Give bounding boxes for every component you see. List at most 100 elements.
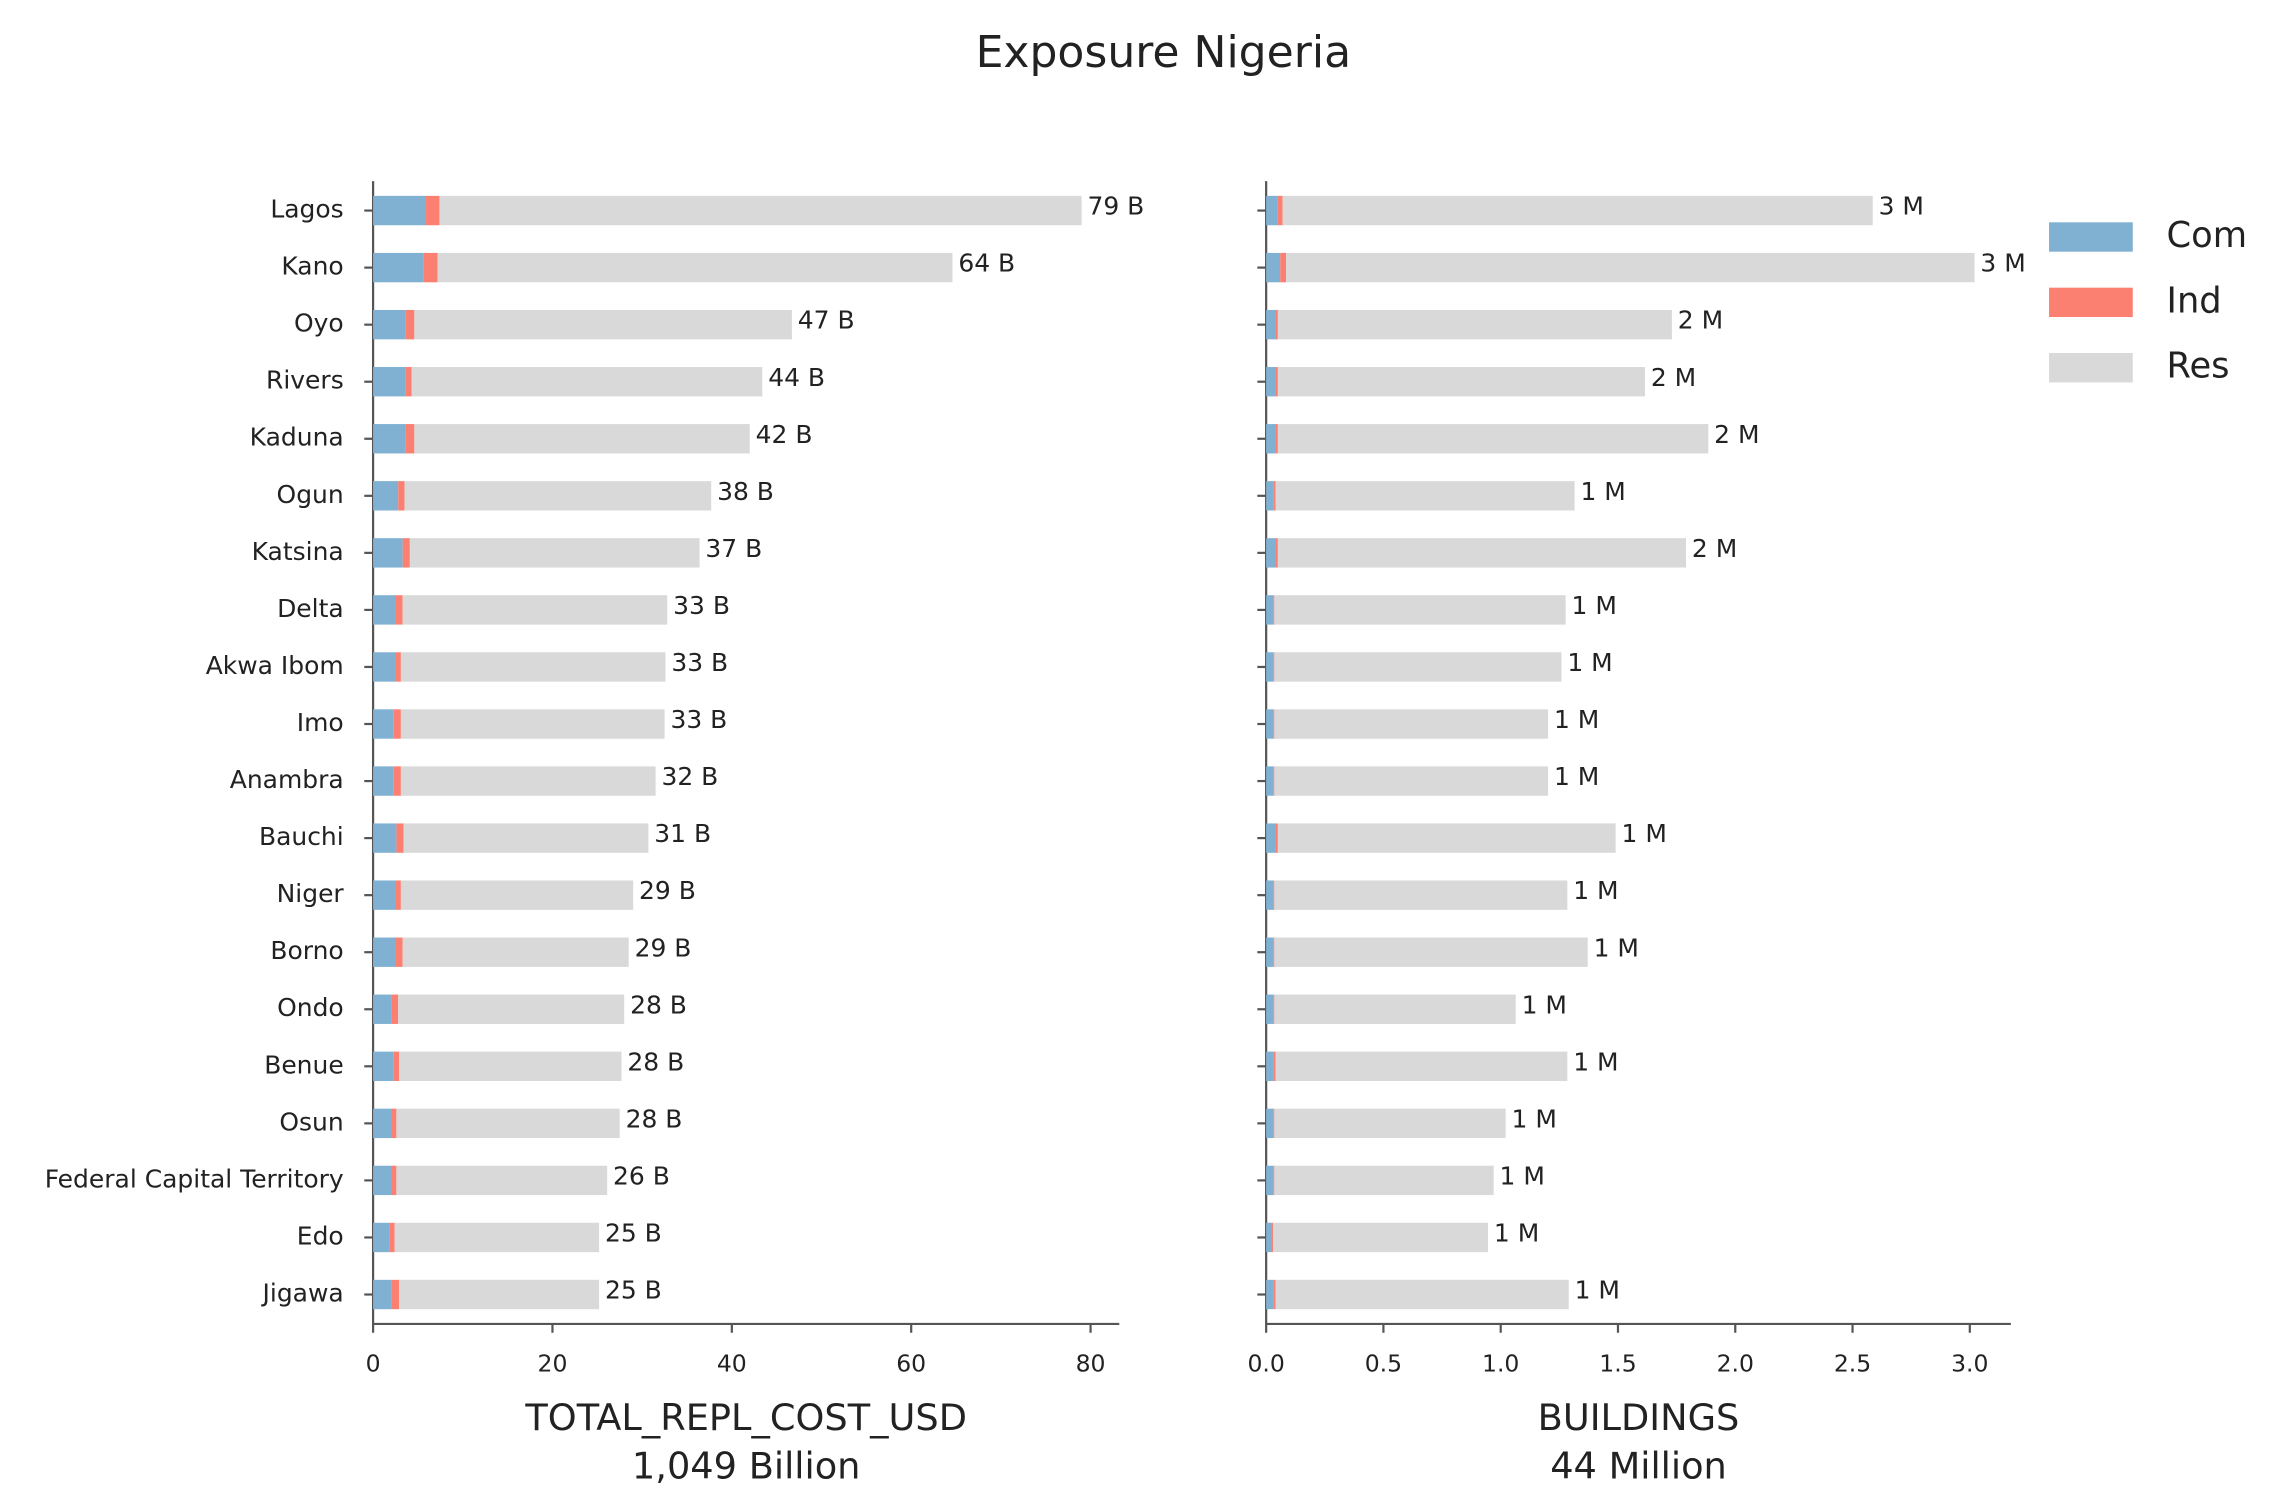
bar-segment: [391, 994, 399, 1024]
bar-segment: [1274, 937, 1588, 967]
bar-segment: [439, 195, 1082, 226]
bar-segment: [1275, 481, 1575, 511]
value-label: 2 M: [1651, 363, 1696, 392]
bar-segment: [1275, 309, 1278, 340]
value-label: 1 M: [1522, 990, 1567, 1019]
bar-segment: [391, 1165, 397, 1196]
value-label: 28 B: [627, 1047, 684, 1076]
value-label: 28 B: [626, 1104, 683, 1133]
bar-segment: [373, 1279, 392, 1310]
bar-segment: [1266, 481, 1274, 511]
bar-segment: [396, 1165, 608, 1196]
bar-segment: [400, 880, 634, 910]
bar-segment: [1273, 1279, 1276, 1310]
bar-segment: [395, 937, 403, 967]
x-tick-label: 20: [538, 1350, 568, 1378]
value-label: 79 B: [1087, 192, 1144, 221]
value-label: 1 M: [1575, 1276, 1620, 1305]
bar-segment: [1273, 1051, 1276, 1081]
value-label: 26 B: [613, 1161, 670, 1190]
legend-swatch: [2049, 353, 2133, 383]
bar-segment: [1266, 652, 1274, 682]
bar-segment: [373, 1165, 392, 1196]
x-tick-label: 0: [366, 1350, 381, 1378]
bar-segment: [402, 538, 410, 568]
y-tick-label: Borno: [270, 936, 343, 965]
value-label: 1 M: [1512, 1104, 1557, 1133]
bar-segment: [1273, 937, 1275, 967]
bar-segment: [1266, 595, 1274, 625]
bar-segment: [373, 766, 394, 796]
bar-segment: [1280, 252, 1287, 283]
x-axis-note: 44 Million: [1550, 1444, 1727, 1487]
bar-segment: [373, 1108, 392, 1139]
value-label: 28 B: [630, 990, 687, 1019]
value-label: 25 B: [605, 1219, 662, 1248]
bar-segment: [394, 1222, 600, 1253]
bar-segment: [1266, 937, 1274, 967]
bar-segment: [395, 595, 403, 625]
x-tick-label: 60: [896, 1350, 926, 1378]
value-label: 38 B: [717, 477, 774, 506]
y-tick-label: Ogun: [277, 480, 344, 509]
bar-segment: [1277, 538, 1686, 568]
value-label: 1 M: [1500, 1161, 1545, 1190]
bar-segment: [1266, 252, 1281, 283]
bar-segment: [395, 652, 401, 682]
legend-label: Res: [2167, 346, 2230, 387]
bar-segment: [1273, 1165, 1275, 1196]
value-label: 29 B: [635, 933, 692, 962]
x-tick-label: 1.5: [1599, 1350, 1636, 1378]
bar-segment: [1277, 424, 1709, 454]
bar-segment: [1266, 823, 1276, 853]
bar-segment: [1277, 367, 1645, 397]
y-tick-label: Bauchi: [259, 822, 344, 851]
bar-segment: [405, 424, 415, 454]
bar-segment: [405, 309, 415, 340]
bar-segment: [373, 538, 403, 568]
value-label: 1 M: [1580, 477, 1625, 506]
value-label: 44 B: [768, 363, 825, 392]
bar-segment: [373, 823, 397, 853]
x-axis-label: BUILDINGS: [1538, 1396, 1740, 1439]
bar-segment: [1275, 367, 1278, 397]
bar-segment: [1266, 1222, 1273, 1253]
value-label: 25 B: [605, 1276, 662, 1305]
value-label: 29 B: [639, 876, 696, 905]
bar-segment: [398, 994, 625, 1024]
bar-segment: [1266, 766, 1274, 796]
bar-segment: [1266, 880, 1274, 910]
bar-segment: [395, 880, 401, 910]
bar-segment: [1266, 1165, 1274, 1196]
bar-segment: [402, 937, 629, 967]
value-label: 3 M: [1879, 192, 1924, 221]
value-label: 37 B: [705, 534, 762, 563]
bar-segment: [1275, 1051, 1568, 1081]
x-tick-label: 2.5: [1834, 1350, 1871, 1378]
bar-segment: [423, 252, 438, 283]
bar-segment: [1274, 880, 1568, 910]
bar-segment: [393, 709, 401, 739]
bar-segment: [389, 1222, 395, 1253]
bar-segment: [373, 652, 396, 682]
x-tick-label: 0.0: [1247, 1350, 1284, 1378]
legend-swatch: [2049, 222, 2133, 252]
bar-segment: [1273, 766, 1275, 796]
bar-segment: [373, 252, 424, 283]
bar-segment: [1272, 1222, 1274, 1253]
bar-segment: [400, 709, 665, 739]
value-label: 2 M: [1692, 534, 1737, 563]
value-label: 31 B: [654, 819, 711, 848]
x-tick-label: 1.0: [1482, 1350, 1519, 1378]
bar-segment: [1275, 823, 1278, 853]
bar-segment: [400, 766, 656, 796]
y-tick-label: Akwa Ibom: [206, 651, 344, 680]
bar-segment: [373, 937, 396, 967]
bar-segment: [405, 367, 412, 397]
y-tick-label: Imo: [297, 708, 344, 737]
bar-segment: [391, 1108, 397, 1139]
bar-segment: [1275, 538, 1278, 568]
bar-segment: [373, 195, 427, 226]
